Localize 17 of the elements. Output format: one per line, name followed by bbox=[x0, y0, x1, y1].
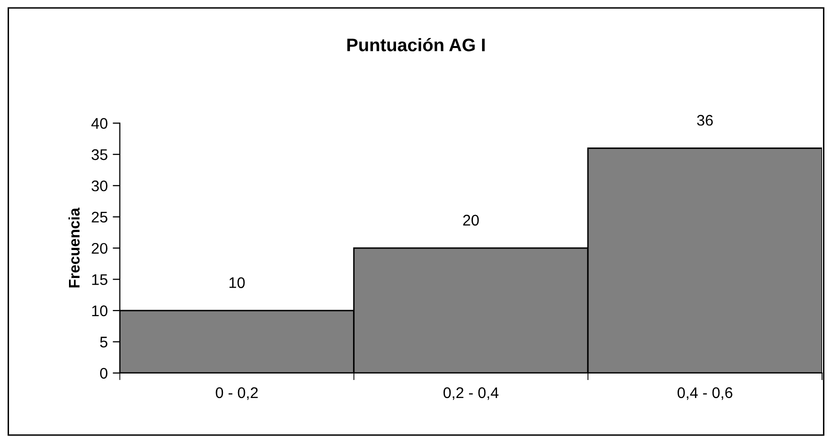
y-axis-title: Frecuencia bbox=[68, 208, 80, 288]
data-label: 36 bbox=[697, 114, 713, 126]
x-tick-label: 0,4 - 0,6 bbox=[678, 387, 732, 400]
y-tick-label: 15 bbox=[92, 274, 108, 285]
y-tick-label: 25 bbox=[92, 212, 108, 223]
y-tick-label: 0 bbox=[100, 368, 108, 379]
data-label: 10 bbox=[230, 277, 245, 288]
chart-title: Puntuación AG I bbox=[347, 38, 485, 52]
y-tick-label: 5 bbox=[100, 336, 108, 348]
y-tick-label: 35 bbox=[92, 149, 108, 160]
y-tick-label: 20 bbox=[92, 242, 108, 254]
y-tick-label: 30 bbox=[92, 180, 108, 192]
y-tick-label: 40 bbox=[91, 118, 108, 129]
x-tick-label: 0,2 - 0,4 bbox=[443, 387, 498, 400]
x-tick-label: 0 - 0,2 bbox=[216, 387, 258, 400]
data-label: 20 bbox=[463, 214, 479, 226]
y-tick-label: 10 bbox=[92, 305, 108, 316]
